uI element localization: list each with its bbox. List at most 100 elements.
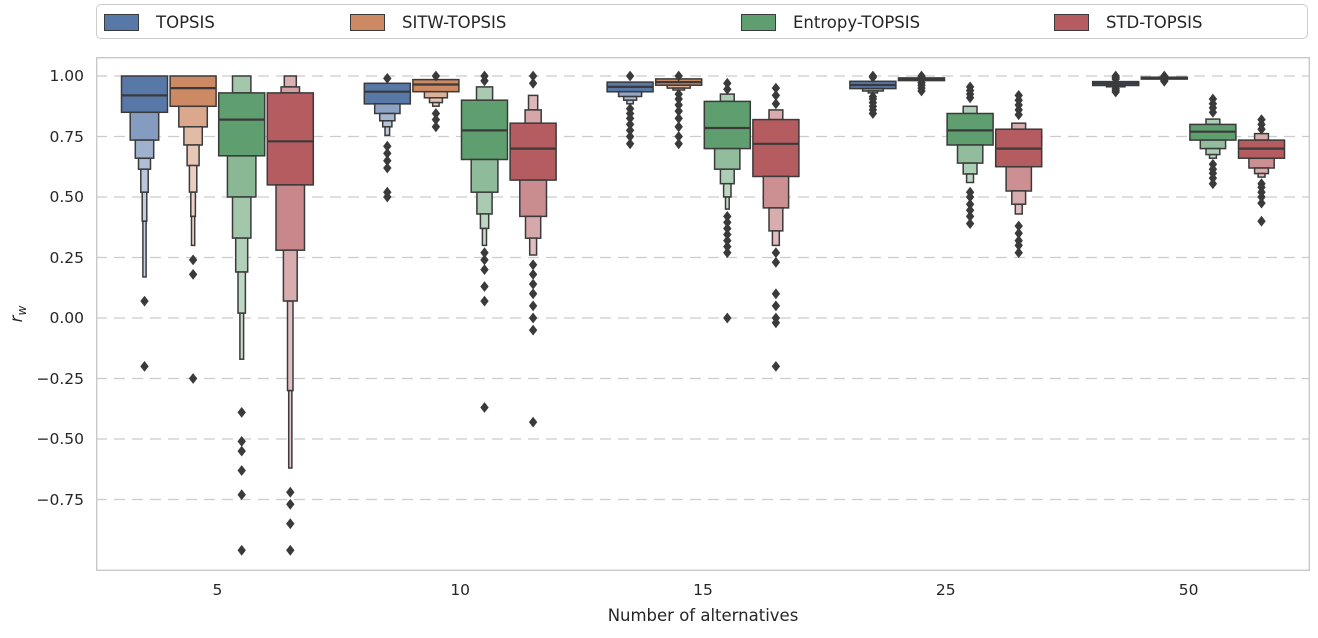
outlier-diamond (1111, 73, 1120, 85)
outlier-diamond (528, 324, 538, 336)
outlier-diamond (431, 70, 441, 82)
outlier-diamond (480, 264, 489, 275)
outlier-diamond (237, 445, 246, 457)
outlier-diamond (237, 489, 246, 501)
boxen-sitw-topsis-15 (654, 70, 703, 150)
outlier-diamond (528, 300, 538, 312)
outlier-diamond (431, 121, 441, 133)
plot-area (96, 57, 1310, 571)
y-tick-label: −0.25 (36, 369, 85, 388)
boxen-std-topsis-10 (509, 70, 557, 428)
x-tick-label-10: 10 (450, 581, 471, 599)
outlier-diamond (528, 288, 538, 300)
outlier-diamond (771, 361, 781, 372)
x-tick-label-5: 5 (212, 581, 223, 599)
outlier-diamond (480, 402, 489, 413)
outlier-diamond (528, 278, 538, 290)
outlier-diamond (383, 191, 392, 203)
outlier-diamond (237, 436, 246, 447)
outlier-diamond (723, 211, 732, 222)
boxen-std-topsis-50 (1237, 114, 1286, 227)
outlier-diamond (723, 223, 732, 234)
outlier-diamond (965, 198, 975, 210)
outlier-diamond (965, 92, 975, 104)
outlier-diamond (528, 416, 538, 428)
outlier-diamond (140, 361, 149, 372)
plot-border (96, 57, 1310, 571)
legend-item-topsis: TOPSIS (104, 5, 215, 40)
outlier-diamond (1111, 86, 1120, 98)
outlier-diamond (771, 256, 781, 268)
outlier-diamond (771, 98, 781, 110)
outlier-diamond (528, 312, 538, 324)
outlier-diamond (431, 108, 441, 119)
x-axis-label: Number of alternatives (607, 606, 799, 625)
outlier-diamond (383, 148, 392, 159)
boxen-entropy-topsis-25 (946, 81, 994, 229)
outlier-diamond (431, 114, 441, 125)
outlier-diamond (383, 155, 392, 167)
outlier-diamond (237, 544, 246, 556)
legend-label: TOPSIS (156, 13, 215, 32)
outlier-diamond (1257, 197, 1266, 209)
boxen-topsis-25 (849, 70, 897, 119)
boxen-sitw-topsis-5 (169, 75, 217, 384)
outlier-diamond (237, 465, 246, 476)
x-tick-label-15: 15 (693, 581, 713, 599)
legend-label: SITW-TOPSIS (402, 13, 507, 32)
outlier-diamond (140, 295, 149, 307)
outlier-diamond (674, 99, 683, 111)
y-tick-label: 0.25 (49, 248, 84, 267)
outlier-diamond (625, 125, 635, 136)
boxen-topsis-5 (120, 75, 169, 372)
legend-swatch-sitw-topsis (350, 14, 385, 31)
outlier-diamond (723, 312, 732, 324)
outlier-diamond (480, 254, 489, 266)
outlier-diamond (674, 121, 683, 133)
outlier-diamond (480, 247, 489, 259)
outlier-diamond (383, 73, 392, 84)
legend-item-std-topsis: STD-TOPSIS (1054, 5, 1203, 40)
outlier-diamond (674, 113, 683, 124)
outlier-diamond (383, 140, 392, 152)
outlier-diamond (965, 204, 975, 216)
outlier-diamond (723, 247, 732, 259)
outlier-diamond (917, 71, 926, 83)
outlier-diamond (723, 77, 732, 89)
outlier-diamond (1014, 227, 1023, 239)
legend-swatch-entropy-topsis (741, 14, 776, 31)
outlier-diamond (625, 131, 635, 142)
y-tick-label: 0.50 (49, 188, 84, 206)
outlier-diamond (528, 259, 538, 271)
legend-item-sitw-topsis: SITW-TOPSIS (350, 5, 506, 40)
outlier-diamond (723, 83, 732, 95)
outlier-diamond (625, 138, 635, 150)
outlier-diamond (528, 77, 538, 89)
outlier-diamond (1014, 240, 1023, 251)
outlier-diamond (188, 254, 198, 266)
outlier-diamond (674, 105, 683, 117)
boxen-std-topsis-15 (752, 82, 800, 372)
outlier-diamond (1257, 215, 1266, 227)
legend-item-entropy-topsis: Entropy-TOPSIS (741, 5, 920, 40)
boxen-std-topsis-5 (266, 75, 315, 556)
outlier-diamond (286, 544, 295, 556)
outlier-diamond (723, 235, 732, 246)
boxen-entropy-topsis-50 (1189, 93, 1237, 190)
outlier-diamond (1208, 172, 1218, 184)
y-tick-label: 0.00 (49, 309, 84, 327)
outlier-diamond (1014, 220, 1023, 232)
boxen-entropy-topsis-10 (460, 70, 509, 413)
outlier-diamond (188, 373, 198, 384)
boxen-sitw-topsis-50 (1140, 70, 1189, 87)
outlier-diamond (771, 300, 781, 312)
outlier-diamond (286, 518, 295, 530)
boxen-sitw-topsis-10 (412, 70, 460, 133)
outlier-diamond (286, 486, 295, 498)
outlier-diamond (1208, 178, 1218, 190)
outlier-diamond (1257, 191, 1266, 203)
legend-swatch-topsis (104, 14, 139, 31)
y-tick-label: −0.50 (36, 430, 85, 448)
outlier-diamond (771, 317, 781, 329)
